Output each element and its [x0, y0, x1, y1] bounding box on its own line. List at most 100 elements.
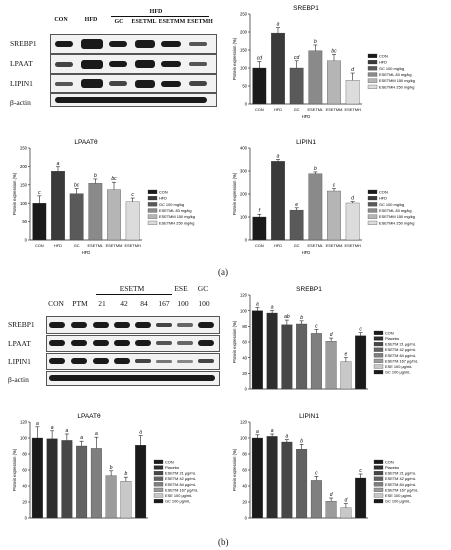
significance-letter: c — [315, 323, 318, 329]
legend-label: ESETM 21 μg/mL — [385, 342, 417, 347]
x-tick-label: ESETMM — [326, 107, 343, 112]
legend-label: HFD — [379, 196, 387, 201]
y-tick-label: 0 — [25, 238, 28, 243]
x-tick-label: ESETMH — [345, 243, 361, 248]
y-tick-label: 400 — [240, 146, 248, 151]
legend-label: GC 100 μg/mL — [165, 499, 191, 504]
significance-letter: a — [57, 161, 60, 167]
y-tick-label: 120 — [240, 420, 248, 425]
y-tick-label: 20 — [242, 371, 247, 376]
bar — [327, 60, 341, 105]
blot-b-lane-label: 100 — [198, 299, 210, 308]
blot-b-lane-label: PTM — [72, 299, 88, 308]
legend-label: GC 100 mg/kg — [379, 202, 404, 207]
significance-letter: c — [315, 470, 318, 476]
legend-swatch — [373, 476, 384, 481]
significance-letter: ab — [284, 314, 290, 320]
legend-label: ESETM 167 μg/mL — [165, 487, 199, 492]
y-tick-label: 50 — [22, 219, 27, 224]
legend-swatch — [147, 220, 158, 225]
chart-srebp1-hfd: SREBP1 0 50 100 150 200 250 Protein expression … — [232, 5, 415, 119]
bar — [355, 477, 367, 519]
bar — [266, 436, 278, 519]
blot-b-lane-label: 100 — [177, 299, 189, 308]
blot-a-strip-srebp1 — [50, 34, 217, 54]
legend-swatch — [367, 66, 378, 71]
bar — [61, 440, 73, 519]
y-tick-label: 250 — [20, 146, 28, 151]
x-tick-label: GC — [74, 243, 80, 248]
legend-swatch — [373, 487, 384, 492]
legend-label: GC 100 μg/mL — [385, 499, 411, 504]
legend-label: ESE 100 μg/mL — [385, 493, 413, 498]
bar — [271, 161, 285, 241]
chart-lipin1-hfd: LIPIN1 0 100 200 300 400 Protein expression (%… — [232, 139, 415, 255]
legend-label: ESETMM 150 mg/kg — [159, 214, 195, 219]
y-tick-label: 120 — [20, 420, 28, 425]
legend-swatch — [367, 189, 378, 194]
significance-letter: a — [95, 431, 98, 437]
legend-swatch — [367, 196, 378, 201]
x-tick-label: GC — [294, 107, 300, 112]
bar — [325, 341, 337, 390]
chart-srebp1-cell: SREBP1 0 20 40 60 80 100 120 Protein expression … — [232, 286, 419, 392]
legend-swatch — [373, 358, 384, 363]
x-tick-label: HFD — [54, 243, 62, 248]
blot-a-protein-label: LPAAT — [10, 59, 33, 68]
legend-swatch — [373, 471, 384, 476]
chart-title: LIPIN1 — [296, 139, 316, 146]
y-tick-label: 100 — [20, 201, 28, 206]
blot-b-lane-label: 167 — [158, 299, 170, 308]
significance-letter: b — [314, 166, 317, 172]
bar — [266, 312, 278, 390]
panel-tag-a: (a) — [218, 267, 228, 277]
y-tick-label: 0 — [245, 238, 248, 243]
significance-letter: a — [285, 434, 288, 440]
significance-letter: b — [314, 39, 317, 45]
legend-label: CON — [385, 459, 394, 464]
legend-swatch — [153, 487, 164, 492]
legend-label: ESETM 84 μg/mL — [385, 482, 417, 487]
y-axis-label: Protein expression (%) — [12, 448, 17, 491]
legend-label: ESETMH 250 mg/kg — [379, 84, 414, 89]
y-tick-label: 200 — [20, 164, 28, 169]
bar — [90, 448, 102, 519]
blot-a-lane-label: HFD — [84, 17, 98, 23]
legend-label: ESETMM 150 mg/kg — [379, 78, 415, 83]
bar — [51, 171, 65, 241]
y-tick-label: 80 — [242, 452, 247, 457]
bar — [281, 441, 293, 519]
blot-a-strip-lipin1 — [50, 74, 217, 93]
legend-swatch — [373, 336, 384, 341]
blot-b-lane-label: 84 — [140, 299, 148, 308]
legend-swatch — [367, 84, 378, 89]
legend-swatch — [153, 459, 164, 464]
legend-swatch — [367, 202, 378, 207]
legend-label: ESETMH 250 mg/kg — [159, 220, 194, 225]
legend-label: GC 100 mg/kg — [379, 66, 404, 71]
y-tick-label: 100 — [240, 436, 248, 441]
bar — [105, 475, 117, 519]
blot-b-group-label: ESETM — [119, 284, 145, 293]
legend-swatch — [147, 196, 158, 201]
blot-b-strip-lipin1 — [46, 353, 220, 370]
significance-letter: d — [351, 196, 354, 202]
significance-letter: d — [344, 498, 347, 504]
y-tick-label: 40 — [22, 484, 27, 489]
legend-swatch — [373, 482, 384, 487]
bar — [135, 445, 147, 519]
x-tick-label: ESETML — [88, 243, 104, 248]
legend-label: HFD — [159, 196, 167, 201]
significance-letter: d — [351, 67, 354, 73]
blot-b-group-label: GC — [197, 284, 209, 293]
x-tick-label: ESETML — [308, 243, 324, 248]
legend-label: GC 100 μg/mL — [385, 370, 411, 375]
legend-label: GC 100 mg/kg — [159, 202, 184, 207]
panel-tag-b: (b) — [218, 537, 229, 547]
legend-swatch — [373, 465, 384, 470]
legend-label: ESETM 42 μg/mL — [385, 476, 417, 481]
chart-title: SREBP1 — [293, 5, 319, 12]
legend-swatch — [367, 60, 378, 65]
significance-letter: b — [124, 471, 127, 477]
blot-b-lane-label: CON — [48, 299, 64, 308]
